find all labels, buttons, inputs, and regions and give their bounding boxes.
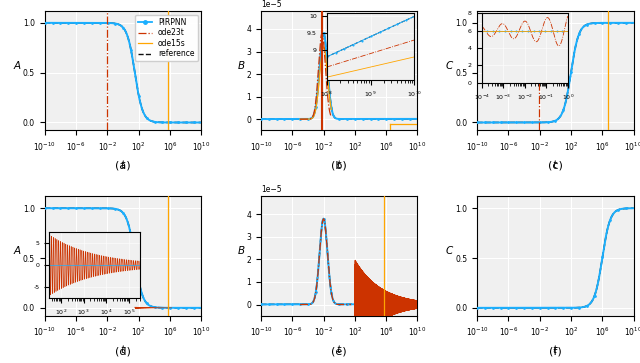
Y-axis label: $A$: $A$ (13, 59, 22, 71)
Text: (a): (a) (115, 161, 131, 171)
Text: (f): (f) (549, 346, 562, 356)
Y-axis label: $A$: $A$ (13, 244, 22, 256)
Text: (e): (e) (332, 346, 347, 356)
Y-axis label: $B$: $B$ (237, 244, 245, 256)
X-axis label: $t$: $t$ (552, 158, 559, 170)
X-axis label: $t$: $t$ (120, 343, 126, 355)
Text: (b): (b) (332, 161, 347, 171)
Text: (c): (c) (548, 161, 563, 171)
X-axis label: $t$: $t$ (552, 343, 559, 355)
X-axis label: $t$: $t$ (336, 343, 342, 355)
X-axis label: $t$: $t$ (120, 158, 126, 170)
Y-axis label: $C$: $C$ (445, 244, 454, 256)
Text: (d): (d) (115, 346, 131, 356)
Legend: PIRPNN, ode23t, ode15s, reference: PIRPNN, ode23t, ode15s, reference (135, 15, 198, 61)
X-axis label: $t$: $t$ (336, 158, 342, 170)
Y-axis label: $C$: $C$ (445, 59, 454, 71)
Y-axis label: $B$: $B$ (237, 59, 245, 71)
